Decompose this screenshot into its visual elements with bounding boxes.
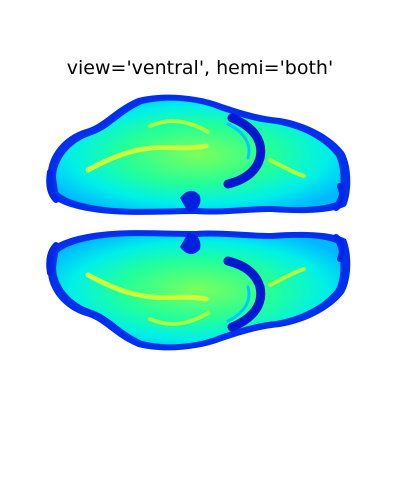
bottom-hemisphere-surface [56, 236, 341, 345]
bottom-notch [180, 233, 201, 255]
top-right-pole [333, 183, 346, 211]
top-left-pole [46, 169, 59, 203]
bottom-left-pole [46, 242, 59, 276]
top-core-ridge-2 [148, 119, 210, 134]
top-hemisphere [46, 94, 351, 215]
bottom-core-ridge-3 [268, 267, 306, 287]
bottom-sulcus [223, 256, 266, 332]
top-core-ridge [85, 143, 209, 173]
top-sulcus [223, 113, 266, 189]
bottom-core-ridge-2 [148, 311, 210, 326]
top-hemisphere-surface [56, 100, 341, 209]
bottom-core-ridge [85, 272, 209, 302]
bottom-hemisphere [46, 230, 351, 351]
plot-title: view='ventral', hemi='both' [66, 57, 334, 79]
bottom-right-pole [333, 234, 346, 262]
bottom-sulcus-inner [226, 285, 251, 323]
top-sulcus-inner [226, 122, 251, 160]
top-core-ridge-3 [268, 158, 306, 178]
top-notch [180, 190, 201, 212]
